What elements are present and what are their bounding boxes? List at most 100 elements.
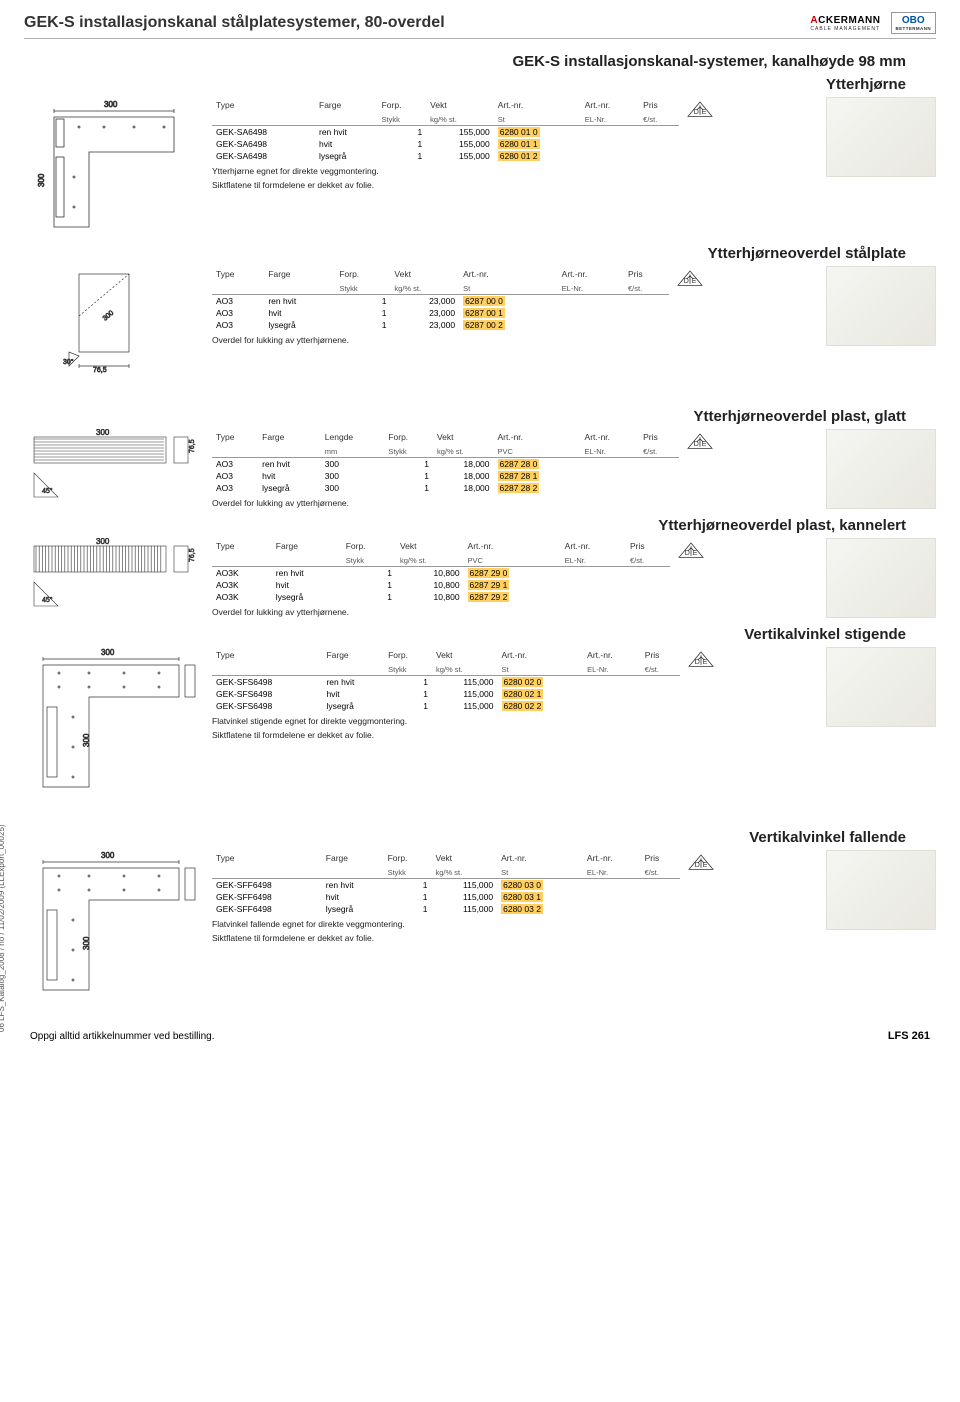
cell-vekt: 10,800 bbox=[396, 566, 464, 579]
table-row: AO3K hvit 1 10,800 6287 29 1 bbox=[212, 579, 752, 591]
cell-forp: 1 bbox=[335, 319, 390, 331]
cell-vekt: 23,000 bbox=[390, 294, 459, 307]
brand-logos: ACKERMANN CABLE MANAGEMENT OBO BETTERMAN… bbox=[810, 12, 936, 34]
cell-farge: hvit bbox=[322, 688, 384, 700]
page-title: GEK-S installasjonskanal stålplatesystem… bbox=[24, 14, 445, 32]
section-title: Ytterhjørneoverdel plast, kannelert bbox=[24, 517, 906, 534]
page-footer: Oppgi alltid artikkelnummer ved bestilli… bbox=[24, 1030, 936, 1042]
svg-text:300: 300 bbox=[101, 851, 115, 860]
cert-mark-icon: D E bbox=[687, 853, 714, 872]
catalog-entry: 300 300 TypeFargeForp.Vekt Art.-nr.Art.-… bbox=[24, 97, 936, 237]
table-row: AO3K lysegrå 1 10,800 6287 29 2 bbox=[212, 591, 752, 603]
entry-content: TypeFargeLengdeForp.Vekt Art.-nr.Art.-nr… bbox=[212, 429, 818, 508]
cell-vekt: 115,000 bbox=[432, 891, 498, 903]
technical-drawing: 300 76,5 45° bbox=[24, 538, 204, 614]
table-row: AO3 lysegrå 300 1 18,000 6287 28 2 bbox=[212, 482, 752, 494]
cell-vekt: 18,000 bbox=[433, 457, 494, 470]
technical-drawing: 300 300 bbox=[24, 647, 204, 797]
cell-artnr: 6287 28 0 bbox=[494, 457, 581, 470]
cell-farge: hvit bbox=[258, 470, 321, 482]
cell-vekt: 115,000 bbox=[432, 903, 498, 915]
cell-vekt: 155,000 bbox=[426, 150, 494, 162]
svg-text:76,5: 76,5 bbox=[189, 548, 196, 562]
cell-farge: ren hvit bbox=[315, 125, 378, 138]
table-row: AO3 lysegrå 1 23,000 6287 00 2 bbox=[212, 319, 752, 331]
product-table: TypeFargeForp.Vekt Art.-nr.Art.-nr.Pris … bbox=[212, 850, 752, 915]
cell-type: AO3K bbox=[212, 566, 272, 579]
cell-farge: lysegrå bbox=[322, 700, 384, 712]
cell-vekt: 115,000 bbox=[432, 700, 498, 712]
cert-mark-icon: D E bbox=[676, 269, 703, 288]
cell-vekt: 23,000 bbox=[390, 319, 459, 331]
svg-text:300: 300 bbox=[82, 936, 91, 950]
product-table: TypeFargeForp.Vekt Art.-nr.Art.-nr.Pris … bbox=[212, 97, 752, 162]
product-note: Siktflatene til formdelene er dekket av … bbox=[212, 933, 818, 943]
cell-artnr: 6280 03 1 bbox=[497, 891, 583, 903]
cert-mark-icon: D E bbox=[687, 650, 714, 669]
cell-type: AO3 bbox=[212, 319, 264, 331]
svg-text:D: D bbox=[683, 276, 688, 285]
cell-type: GEK-SFS6498 bbox=[212, 700, 322, 712]
cell-type: GEK-SFS6498 bbox=[212, 688, 322, 700]
cell-forp: 1 bbox=[384, 675, 432, 688]
product-photo bbox=[826, 429, 936, 509]
catalog-entry: 300 300 TypeFargeForp.Vekt Art.-nr.Art.-… bbox=[24, 647, 936, 797]
cell-farge: lysegrå bbox=[258, 482, 321, 494]
cell-vekt: 115,000 bbox=[432, 688, 498, 700]
svg-text:E: E bbox=[691, 276, 696, 285]
cell-farge: lysegrå bbox=[322, 903, 384, 915]
product-photo bbox=[826, 538, 936, 618]
cert-mark-icon: D E bbox=[686, 100, 713, 119]
cert-mark-icon: D E bbox=[677, 541, 704, 560]
cell-farge: ren hvit bbox=[272, 566, 342, 579]
cell-vekt: 115,000 bbox=[432, 675, 498, 688]
cell-artnr: 6287 00 1 bbox=[459, 307, 558, 319]
table-row: AO3 ren hvit 300 1 18,000 6287 28 0 bbox=[212, 457, 752, 470]
cell-type: AO3 bbox=[212, 470, 258, 482]
svg-text:300: 300 bbox=[96, 538, 110, 546]
table-row: AO3 hvit 1 23,000 6287 00 1 bbox=[212, 307, 752, 319]
table-row: GEK-SFS6498 lysegrå 1 115,000 6280 02 2 bbox=[212, 700, 752, 712]
cell-type: AO3 bbox=[212, 307, 264, 319]
technical-drawing: 300 300 bbox=[24, 850, 204, 1000]
product-photo bbox=[826, 647, 936, 727]
svg-text:D: D bbox=[693, 107, 698, 116]
cell-forp: 1 bbox=[335, 294, 390, 307]
svg-text:300: 300 bbox=[37, 173, 46, 187]
cert-mark-icon: D E bbox=[686, 432, 713, 451]
table-row: GEK-SFF6498 ren hvit 1 115,000 6280 03 0 bbox=[212, 878, 752, 891]
cell-farge: hvit bbox=[315, 138, 378, 150]
cell-farge: ren hvit bbox=[322, 878, 384, 891]
cell-type: AO3K bbox=[212, 591, 272, 603]
ackermann-logo: ACKERMANN CABLE MANAGEMENT bbox=[810, 15, 880, 32]
system-title: GEK-S installasjonskanal-systemer, kanal… bbox=[24, 53, 906, 70]
svg-text:300: 300 bbox=[82, 733, 91, 747]
cell-type: GEK-SA6498 bbox=[212, 125, 315, 138]
cell-artnr: 6280 01 0 bbox=[494, 125, 581, 138]
section-title: Ytterhjørneoverdel plast, glatt bbox=[24, 408, 906, 425]
product-note: Overdel for lukking av ytterhjørnene. bbox=[212, 498, 818, 508]
cell-artnr: 6287 29 1 bbox=[464, 579, 561, 591]
section-title: Vertikalvinkel stigende bbox=[24, 626, 906, 643]
product-note: Overdel for lukking av ytterhjørnene. bbox=[212, 335, 818, 345]
cell-vekt: 155,000 bbox=[426, 125, 494, 138]
technical-drawing: 300 300 bbox=[24, 97, 204, 237]
cell-lengde: 300 bbox=[321, 457, 385, 470]
cell-artnr: 6280 02 0 bbox=[498, 675, 584, 688]
obo-logo: OBO BETTERMANN bbox=[891, 12, 937, 34]
cell-farge: lysegrå bbox=[264, 319, 335, 331]
cell-type: AO3K bbox=[212, 579, 272, 591]
cell-artnr: 6287 29 0 bbox=[464, 566, 561, 579]
cell-lengde: 300 bbox=[321, 470, 385, 482]
svg-text:D: D bbox=[694, 860, 699, 869]
cell-type: GEK-SA6498 bbox=[212, 138, 315, 150]
cell-forp: 1 bbox=[378, 125, 427, 138]
cell-artnr: 6280 02 2 bbox=[498, 700, 584, 712]
cell-farge: hvit bbox=[322, 891, 384, 903]
product-note: Siktflatene til formdelene er dekket av … bbox=[212, 180, 818, 190]
catalog-page: GEK-S installasjonskanal stålplatesystem… bbox=[0, 0, 960, 1062]
table-row: GEK-SA6498 lysegrå 1 155,000 6280 01 2 bbox=[212, 150, 752, 162]
cell-type: AO3 bbox=[212, 482, 258, 494]
table-row: GEK-SA6498 hvit 1 155,000 6280 01 1 bbox=[212, 138, 752, 150]
cell-forp: 1 bbox=[342, 591, 396, 603]
